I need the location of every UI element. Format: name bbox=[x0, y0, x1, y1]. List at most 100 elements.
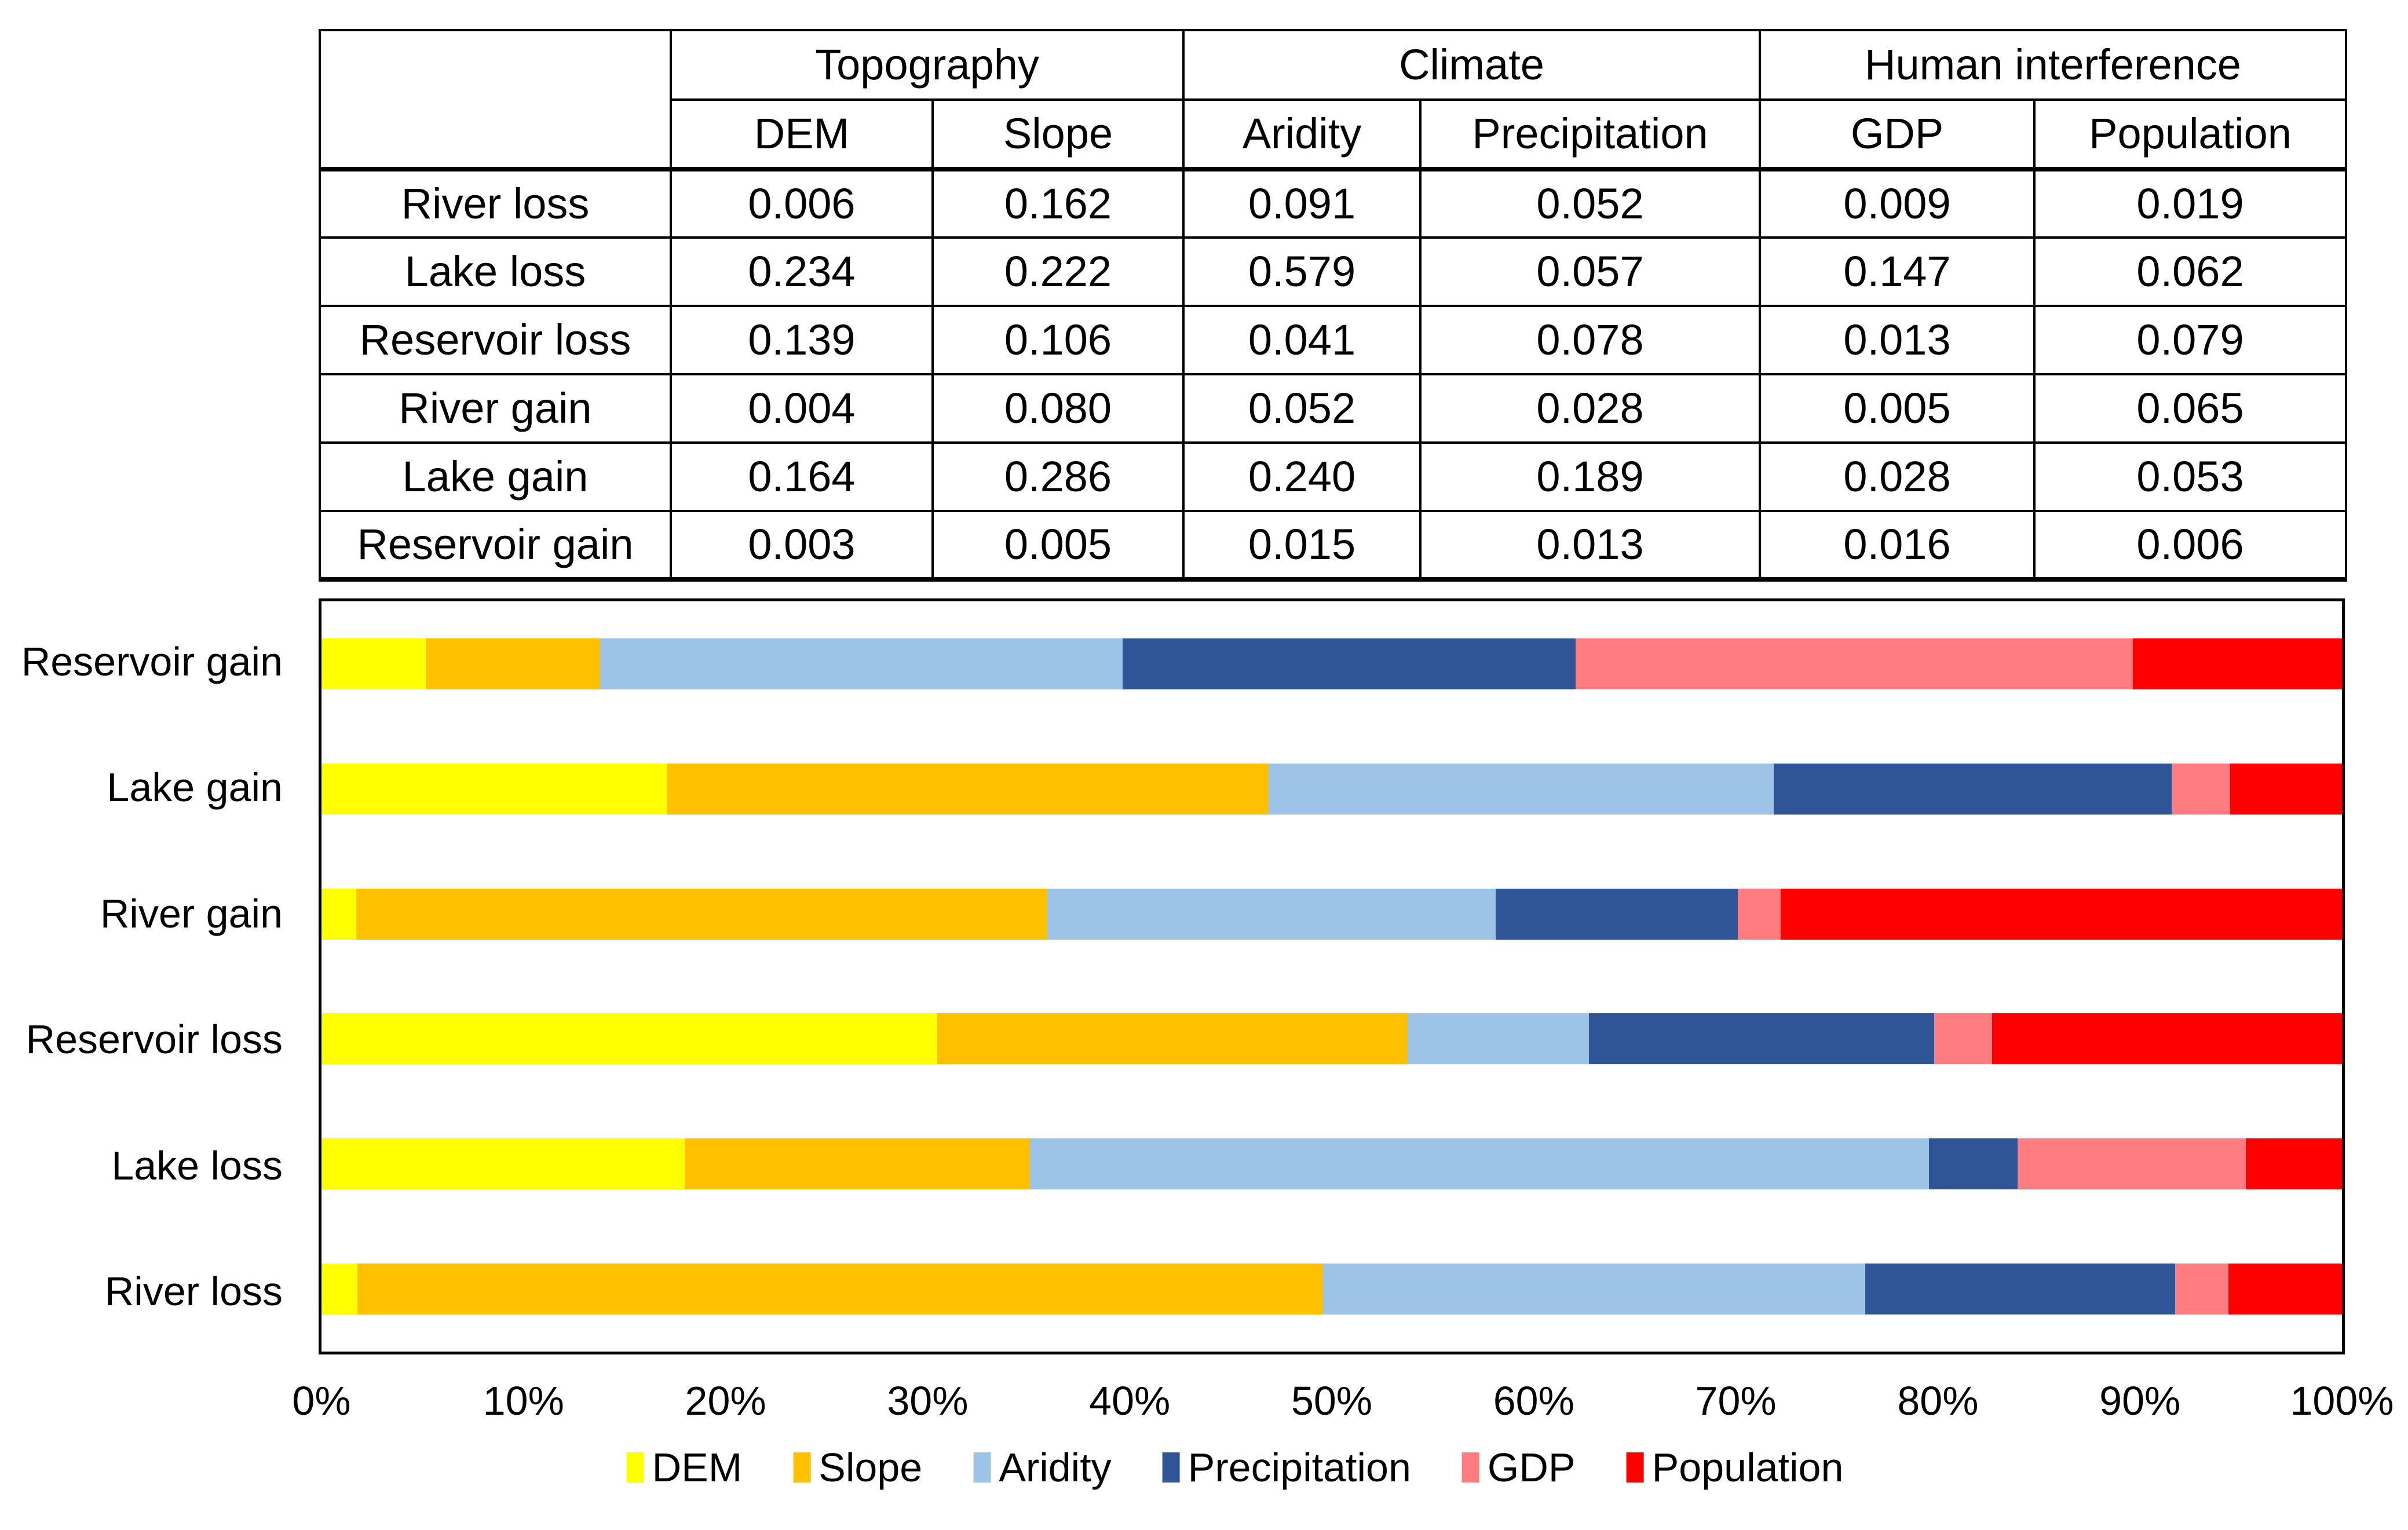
bar-segment-aridity bbox=[1047, 888, 1496, 940]
bar-segment-dem bbox=[321, 888, 356, 940]
value-cell: 0.006 bbox=[670, 167, 934, 239]
value-cell: 0.006 bbox=[2033, 510, 2348, 582]
value-cell: 0.106 bbox=[931, 305, 1185, 375]
value-cell: 0.078 bbox=[1419, 305, 1762, 375]
legend-marker-icon bbox=[1162, 1452, 1180, 1482]
bar-segment-dem bbox=[321, 1013, 938, 1065]
col-header-slope: Slope bbox=[931, 98, 1185, 170]
bar-segment-precipitation bbox=[1928, 1138, 2018, 1190]
value-cell: 0.080 bbox=[931, 373, 1185, 444]
x-tick-label: 30% bbox=[887, 1378, 969, 1423]
table-row: River loss 0.006 0.162 0.091 0.052 0.009 0.019 bbox=[319, 167, 2348, 239]
row-label: Reservoir loss bbox=[319, 305, 672, 375]
x-tick-label: 90% bbox=[2099, 1378, 2181, 1423]
bar-segment-dem bbox=[321, 1138, 685, 1190]
value-cell: 0.005 bbox=[931, 510, 1185, 582]
bar-segment-gdp bbox=[1575, 638, 2133, 689]
corner-cell bbox=[319, 29, 672, 170]
value-cell: 0.057 bbox=[1419, 236, 1762, 307]
value-cell: 0.003 bbox=[670, 510, 934, 582]
bar-segment-slope bbox=[685, 1138, 1030, 1190]
value-cell: 0.004 bbox=[670, 373, 934, 444]
bar-segment-population bbox=[2133, 638, 2342, 689]
row-label: Reservoir gain bbox=[319, 510, 672, 582]
table-row: River gain 0.004 0.080 0.052 0.028 0.005 0.065 bbox=[319, 373, 2348, 444]
legend-item-dem: DEM bbox=[626, 1445, 743, 1490]
value-cell: 0.041 bbox=[1182, 305, 1422, 375]
bar-segment-population bbox=[2228, 1264, 2342, 1315]
legend-label: Slope bbox=[818, 1445, 923, 1490]
row-label: River gain bbox=[319, 373, 672, 444]
col-header-precipitation: Precipitation bbox=[1419, 98, 1762, 170]
category-label: Lake gain bbox=[107, 765, 283, 810]
stacked-bar-river-gain bbox=[321, 888, 2342, 940]
legend-item-gdp: GDP bbox=[1461, 1445, 1576, 1490]
value-cell: 0.005 bbox=[1759, 373, 2036, 444]
row-label: Lake loss bbox=[319, 236, 672, 307]
value-cell: 0.052 bbox=[1419, 167, 1762, 239]
x-tick-label: 40% bbox=[1089, 1378, 1171, 1423]
value-cell: 0.013 bbox=[1419, 510, 1762, 582]
value-cell: 0.189 bbox=[1419, 441, 1762, 512]
driver-contribution-table: Topography Climate Human interference DE… bbox=[319, 29, 2348, 582]
x-tick-label: 50% bbox=[1291, 1378, 1373, 1423]
stacked-bar-lake-loss bbox=[321, 1138, 2342, 1190]
value-cell: 0.147 bbox=[1759, 236, 2036, 307]
bar-segment-aridity bbox=[1322, 1264, 1865, 1315]
value-cell: 0.062 bbox=[2033, 236, 2348, 307]
bar-segment-aridity bbox=[1407, 1013, 1589, 1065]
col-header-aridity: Aridity bbox=[1182, 98, 1422, 170]
legend-marker-icon bbox=[793, 1452, 811, 1482]
value-cell: 0.053 bbox=[2033, 441, 2348, 512]
legend-label: DEM bbox=[652, 1445, 743, 1490]
value-cell: 0.028 bbox=[1419, 373, 1762, 444]
category-label: Reservoir gain bbox=[21, 638, 283, 684]
bar-segment-gdp bbox=[2017, 1138, 2246, 1190]
bar-segment-aridity bbox=[600, 638, 1123, 689]
bar-segment-dem bbox=[321, 763, 667, 815]
stacked-bar-reservoir-loss bbox=[321, 1013, 2342, 1065]
category-label: River loss bbox=[104, 1269, 283, 1314]
stacked-bar-lake-gain bbox=[321, 763, 2342, 815]
bar-segment-gdp bbox=[2171, 763, 2231, 815]
table-row: Reservoir loss 0.139 0.106 0.041 0.078 0.013 0… bbox=[319, 305, 2348, 375]
bar-segment-precipitation bbox=[1496, 888, 1738, 940]
value-cell: 0.162 bbox=[931, 167, 1185, 239]
legend-item-aridity: Aridity bbox=[973, 1447, 1112, 1488]
value-cell: 0.234 bbox=[670, 236, 934, 307]
category-label: River gain bbox=[100, 890, 283, 936]
stacked-bar-reservoir-gain bbox=[321, 638, 2342, 689]
bar-segment-precipitation bbox=[1123, 638, 1576, 689]
bar-segment-aridity bbox=[1268, 763, 1774, 815]
bar-segment-precipitation bbox=[1865, 1264, 2175, 1315]
table-body: River loss 0.006 0.162 0.091 0.052 0.009 0.019… bbox=[319, 167, 2348, 582]
bar-segment-dem bbox=[321, 638, 426, 689]
chart-legend: DEM Slope Aridity Precipitation GDP Populatio… bbox=[626, 1445, 1843, 1490]
x-axis-tick-labels: 0% 10% 20% 30% 40% 50% 60% 70% 80% 90% 100% bbox=[292, 1378, 2394, 1433]
value-cell: 0.052 bbox=[1182, 373, 1422, 444]
value-cell: 0.019 bbox=[2033, 167, 2348, 239]
bar-segment-slope bbox=[666, 763, 1269, 815]
value-cell: 0.028 bbox=[1759, 441, 2036, 512]
bar-segment-slope bbox=[937, 1013, 1408, 1065]
bar-segment-precipitation bbox=[1773, 763, 2172, 815]
value-cell: 0.222 bbox=[931, 236, 1185, 307]
value-cell: 0.015 bbox=[1182, 510, 1422, 582]
bar-segment-slope bbox=[426, 638, 601, 689]
table-row: Reservoir gain 0.003 0.005 0.015 0.013 0.016 0… bbox=[319, 510, 2348, 582]
value-cell: 0.091 bbox=[1182, 167, 1422, 239]
value-cell: 0.013 bbox=[1759, 305, 2036, 375]
legend-label: GDP bbox=[1487, 1445, 1576, 1490]
legend-marker-icon bbox=[626, 1452, 644, 1482]
group-header-climate: Climate bbox=[1182, 29, 1762, 101]
table-row: Lake gain 0.164 0.286 0.240 0.189 0.028 0.053 bbox=[319, 441, 2348, 512]
bar-segment-aridity bbox=[1029, 1138, 1929, 1190]
value-cell: 0.286 bbox=[931, 441, 1185, 512]
x-tick-label: 100% bbox=[2290, 1378, 2394, 1423]
category-label: Reservoir loss bbox=[25, 1017, 283, 1062]
bar-segment-precipitation bbox=[1588, 1013, 1935, 1065]
category-axis-labels: Reservoir gain Lake gain River gain Reservo… bbox=[0, 598, 283, 1354]
value-cell: 0.016 bbox=[1759, 510, 2036, 582]
bar-segment-slope bbox=[356, 888, 1047, 940]
x-tick-label: 80% bbox=[1897, 1378, 1979, 1423]
